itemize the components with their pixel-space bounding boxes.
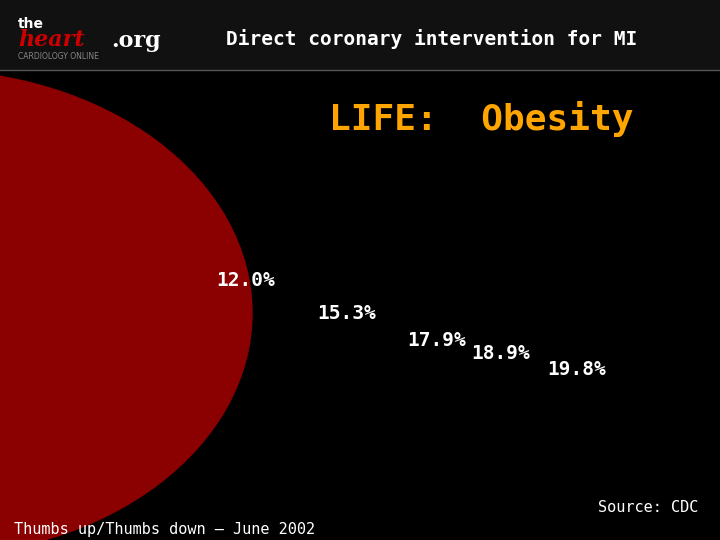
Text: .org: .org	[112, 30, 161, 51]
Text: 15.3%: 15.3%	[317, 303, 376, 323]
Text: CARDIOLOGY ONLINE: CARDIOLOGY ONLINE	[18, 52, 99, 61]
Text: 17.9%: 17.9%	[407, 330, 466, 350]
Bar	[0, 0, 720, 70]
Text: heart: heart	[18, 30, 85, 51]
Circle shape	[0, 70, 252, 540]
Text: 12.0%: 12.0%	[216, 271, 275, 291]
Text: Direct coronary intervention for MI: Direct coronary intervention for MI	[226, 29, 638, 49]
Text: 18.9%: 18.9%	[472, 344, 531, 363]
Text: the: the	[18, 17, 44, 31]
Text: 19.8%: 19.8%	[547, 360, 606, 380]
Text: LIFE:  Obesity: LIFE: Obesity	[329, 101, 634, 137]
Text: Source: CDC: Source: CDC	[598, 500, 698, 515]
Text: Thumbs up/Thumbs down – June 2002: Thumbs up/Thumbs down – June 2002	[14, 522, 315, 537]
